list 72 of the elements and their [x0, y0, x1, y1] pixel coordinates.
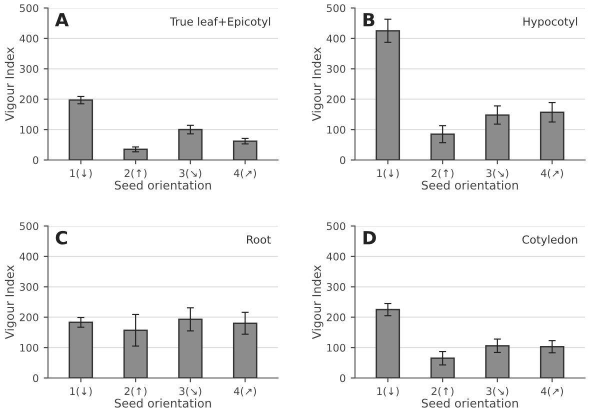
- x-tick-label: 1(↓): [377, 169, 399, 178]
- bar: [376, 308, 400, 378]
- x-tick-label: 2(↑): [432, 387, 454, 396]
- bar: [68, 99, 94, 160]
- y-tick-label: 0: [33, 374, 38, 382]
- bar: [123, 330, 148, 378]
- y-axis-title: Vigour Index: [312, 47, 324, 122]
- annotation: Hypocotyl: [523, 17, 578, 28]
- y-tick-label: 0: [340, 156, 346, 164]
- y-tick-label: 500: [20, 4, 38, 12]
- y-tick-label: 300: [20, 65, 38, 73]
- y-tick-label: 200: [20, 95, 38, 104]
- y-tick-label: 400: [326, 252, 346, 261]
- bar: [540, 346, 564, 378]
- annotation: D: [364, 231, 376, 244]
- y-tick-label: 200: [326, 95, 346, 104]
- bar: [232, 140, 258, 160]
- bar: [232, 322, 258, 378]
- y-axis-title: Vigour Index: [4, 265, 16, 340]
- x-tick-label: 2(↑): [124, 387, 146, 396]
- bar: [178, 318, 203, 378]
- y-axis-title: Vigour Index: [312, 265, 324, 340]
- y-tick-label: 100: [20, 344, 38, 352]
- bar: [485, 114, 510, 160]
- y-tick-label: 500: [20, 222, 38, 230]
- bar: [430, 133, 455, 160]
- y-axis-title: Vigour Index: [4, 47, 16, 122]
- bar: [178, 128, 203, 160]
- bar: [485, 345, 510, 378]
- y-tick-label: 400: [20, 34, 38, 43]
- y-tick-label: 300: [326, 65, 346, 73]
- x-tick-label: 4(↗): [234, 169, 256, 178]
- bar: [430, 358, 455, 378]
- annotation: Cotyledon: [522, 235, 578, 246]
- x-tick-label: 3(↘): [486, 169, 508, 178]
- bar: [376, 30, 400, 160]
- annotation: A: [54, 13, 69, 26]
- x-tick-label: 4(↗): [540, 387, 563, 396]
- annotation: Root: [247, 235, 271, 244]
- y-tick-label: 100: [327, 126, 346, 134]
- y-tick-label: 200: [20, 313, 38, 322]
- y-tick-label: 300: [20, 283, 38, 291]
- y-tick-label: 300: [326, 283, 346, 291]
- bar: [68, 322, 94, 378]
- x-tick-label: 2(↑): [432, 169, 454, 178]
- y-tick-label: 100: [327, 344, 346, 352]
- x-tick-label: 2(↑): [124, 169, 146, 178]
- y-tick-label: 400: [326, 34, 346, 43]
- x-axis-title: Seed orientation: [422, 398, 518, 408]
- bar: [123, 148, 148, 160]
- y-tick-label: 200: [326, 313, 346, 322]
- x-tick-label: 1(↓): [70, 387, 92, 396]
- annotation: True leaf+Epicotyl: [170, 17, 270, 28]
- y-tick-label: 0: [340, 374, 346, 382]
- annotation: C: [56, 230, 67, 245]
- x-axis-title: Seed orientation: [114, 398, 211, 408]
- x-axis-title: Seed orientation: [114, 180, 211, 190]
- x-tick-label: 3(↘): [179, 387, 202, 396]
- x-tick-label: 4(↗): [234, 387, 256, 396]
- y-tick-label: 0: [33, 156, 38, 164]
- x-tick-label: 3(↘): [179, 169, 202, 178]
- annotation: B: [364, 13, 374, 26]
- y-tick-label: 500: [326, 222, 346, 230]
- x-axis-title: Seed orientation: [422, 180, 518, 190]
- y-tick-label: 500: [326, 4, 346, 12]
- x-tick-label: 1(↓): [377, 387, 399, 396]
- x-tick-label: 1(↓): [70, 169, 92, 178]
- y-tick-label: 100: [20, 126, 38, 134]
- bar: [540, 112, 564, 160]
- x-tick-label: 4(↗): [540, 169, 563, 178]
- y-tick-label: 400: [20, 252, 38, 261]
- x-tick-label: 3(↘): [486, 387, 508, 396]
